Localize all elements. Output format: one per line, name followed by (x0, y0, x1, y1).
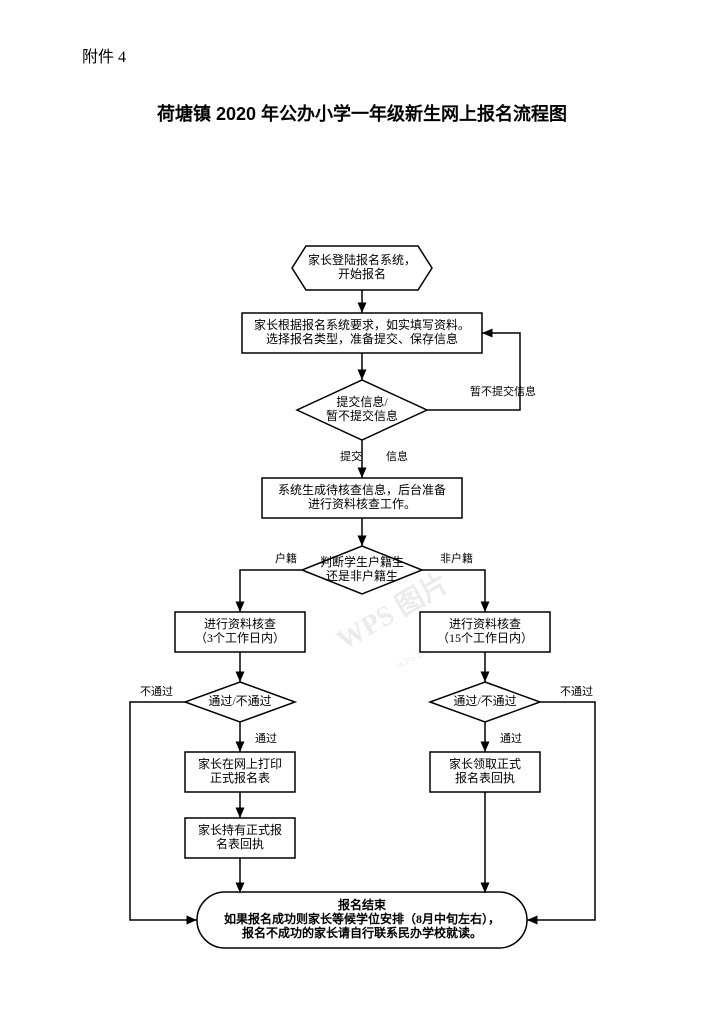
svg-text:信息: 信息 (386, 449, 408, 463)
flowchart-canvas: 家长登陆报名系统，开始报名家长根据报名系统要求，如实填写资料。选择报名类型，准备… (0, 0, 724, 1024)
svg-text:（15个工作日内）: （15个工作日内） (437, 631, 533, 645)
svg-text:不通过: 不通过 (140, 685, 173, 698)
svg-text:家长在网上打印: 家长在网上打印 (198, 756, 282, 771)
svg-text:名表回执: 名表回执 (216, 836, 264, 851)
svg-text:进行资料核查工作。: 进行资料核查工作。 (308, 497, 416, 511)
svg-text:家长登陆报名系统，: 家长登陆报名系统， (308, 252, 416, 267)
svg-text:通过: 通过 (500, 732, 522, 745)
svg-text:暂不提交信息: 暂不提交信息 (326, 408, 398, 423)
svg-text:提交: 提交 (340, 449, 362, 463)
svg-text:判断学生户籍生: 判断学生户籍生 (320, 554, 404, 569)
svg-text:如果报名成功则家长等候学位安排（8月中旬左右），: 如果报名成功则家长等候学位安排（8月中旬左右）， (224, 911, 500, 926)
svg-text:进行资料核查: 进行资料核查 (204, 617, 276, 631)
svg-text:选择报名类型，准备提交、保存信息: 选择报名类型，准备提交、保存信息 (266, 331, 458, 346)
svg-text:正式报名表: 正式报名表 (210, 770, 270, 785)
svg-text:系统生成待核查信息，后台准备: 系统生成待核查信息，后台准备 (278, 482, 446, 497)
svg-text:不通过: 不通过 (560, 685, 593, 698)
svg-text:家长持有正式报: 家长持有正式报 (198, 822, 282, 837)
svg-text:非户籍: 非户籍 (440, 551, 473, 565)
svg-text:暂不提交信息: 暂不提交信息 (470, 384, 536, 398)
svg-text:通过: 通过 (255, 732, 277, 745)
svg-text:进行资料核查: 进行资料核查 (449, 617, 521, 631)
svg-text:报名不成功的家长请自行联系民办学校就读。: 报名不成功的家长请自行联系民办学校就读。 (242, 925, 482, 940)
svg-text:户籍: 户籍 (275, 551, 297, 565)
svg-text:（3个工作日内）: （3个工作日内） (195, 631, 285, 645)
svg-text:家长领取正式: 家长领取正式 (449, 756, 521, 771)
svg-text:报名结束: 报名结束 (338, 897, 387, 912)
svg-text:家长根据报名系统要求，如实填写资料。: 家长根据报名系统要求，如实填写资料。 (254, 317, 470, 332)
svg-text:开始报名: 开始报名 (338, 266, 386, 281)
svg-text:提交信息/: 提交信息/ (336, 394, 388, 409)
svg-text:还是非户籍生: 还是非户籍生 (326, 568, 398, 583)
svg-text:报名表回执: 报名表回执 (455, 770, 515, 785)
svg-text:通过/不通过: 通过/不通过 (208, 694, 271, 708)
svg-text:通过/不通过: 通过/不通过 (453, 694, 516, 708)
